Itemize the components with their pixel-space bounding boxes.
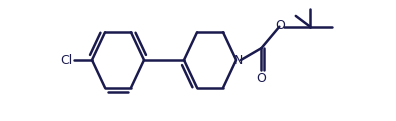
Text: O: O xyxy=(276,19,285,32)
Text: N: N xyxy=(233,53,243,67)
Text: O: O xyxy=(257,72,267,85)
Text: Cl: Cl xyxy=(60,53,72,67)
